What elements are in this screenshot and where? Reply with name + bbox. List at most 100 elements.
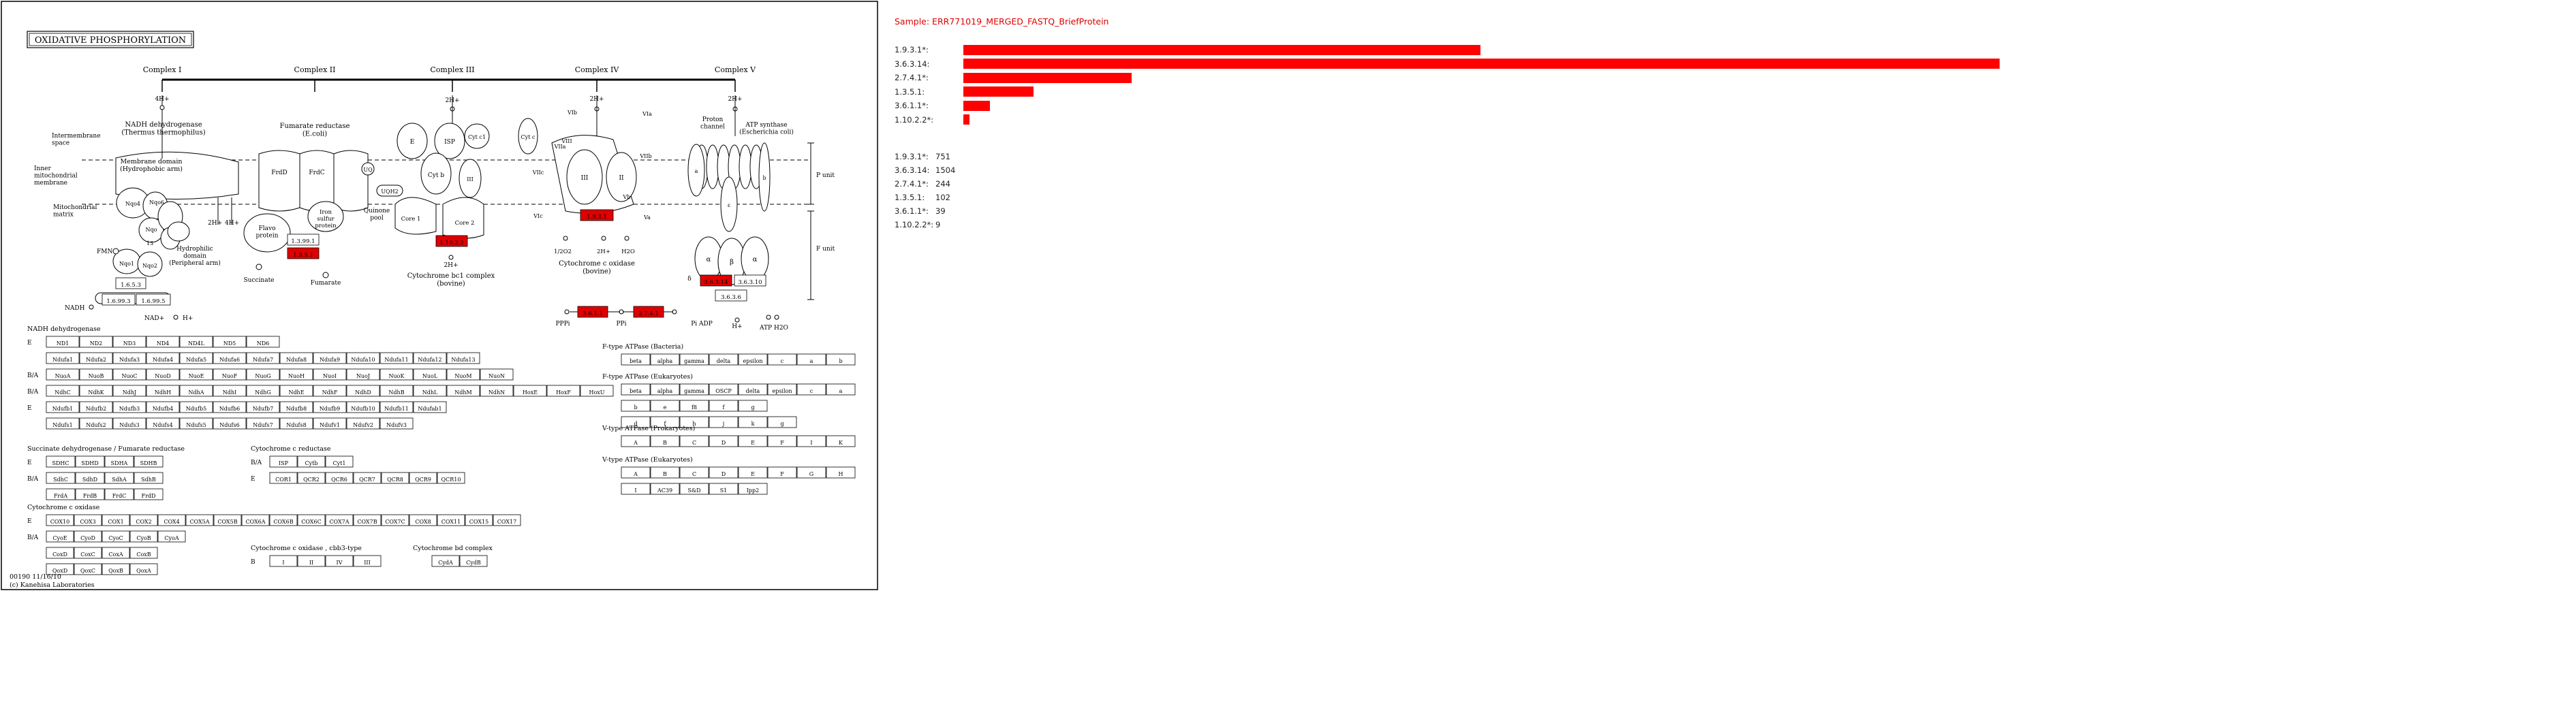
- count-value: 244: [935, 179, 950, 189]
- core2-label: Core 2: [455, 220, 475, 227]
- gene-box-label: QCR2: [303, 477, 320, 483]
- gene-box-label: NuoE: [189, 373, 204, 379]
- gene-box-label: NdhA: [188, 389, 204, 396]
- gene-box-label: FrdA: [54, 493, 67, 499]
- bar-label: 2.7.4.1*:: [895, 73, 929, 82]
- gene-box: [709, 466, 739, 479]
- gene-box: [246, 336, 280, 348]
- ec-box-label: 3.6.3.10: [738, 279, 762, 286]
- complex2-name: (E.coli): [302, 131, 327, 138]
- gene-box-label: Ndufb11: [384, 406, 409, 412]
- gene-box-label: AC39: [657, 487, 672, 494]
- gene-box: [796, 435, 826, 447]
- bar: [963, 44, 1481, 55]
- atp-synthase-name: (Escherichia coli): [739, 129, 794, 136]
- ec-box: [700, 274, 732, 287]
- gene-box: [246, 368, 280, 381]
- gene-box-label: Ndufs5: [186, 422, 206, 428]
- gene-box: [826, 383, 856, 396]
- gene-box-label: II: [309, 560, 313, 566]
- gene-box: [46, 417, 80, 430]
- ec-box: [115, 277, 146, 289]
- ec-box-label: 1.3.5.1: [293, 252, 313, 259]
- bar-row: 1.3.5.1:: [895, 86, 1034, 98]
- gene-box: [297, 514, 326, 526]
- gene-box-label: Ndufs3: [119, 422, 139, 428]
- gene-box-label: QCR9: [415, 477, 431, 483]
- gene-box-label: Ndufa5: [186, 357, 206, 363]
- bar-label: 1.10.2.2*:: [895, 114, 934, 125]
- gene-box-label: S&D: [687, 487, 700, 494]
- gene-table-title: Cytochrome bd complex: [413, 545, 493, 552]
- map-title-frame: [27, 31, 194, 48]
- ec-box-label: 1.10.2.2: [439, 240, 463, 246]
- gene-box-label: E: [751, 471, 755, 477]
- gene-box-label: COX7B: [357, 519, 377, 525]
- core2-subunit: [442, 197, 484, 239]
- gene-table-title: Cytochrome c reductase: [251, 445, 331, 453]
- gene-box: [157, 514, 186, 526]
- ec-box: [734, 274, 766, 287]
- intermembrane-label: space: [52, 140, 69, 147]
- proton-label: 4H+: [155, 96, 169, 103]
- gene-box: [650, 416, 680, 428]
- count-value: 39: [935, 206, 946, 216]
- gene-box-label: NuoJ: [356, 373, 370, 379]
- gene-box-label: Ndufa4: [153, 357, 173, 363]
- count-key: 3.6.3.14:: [895, 165, 930, 175]
- metabolite-dot: [173, 315, 179, 320]
- gene-box-label: Ndufa2: [86, 357, 106, 363]
- gene-box: [75, 455, 105, 468]
- gene-box: [74, 563, 102, 575]
- gene-box-label: COX17: [497, 519, 516, 525]
- subunit-label: ε: [728, 202, 730, 208]
- proton-channel-label: Proton: [702, 116, 724, 123]
- gene-box-label: CoxB: [136, 551, 151, 558]
- matrix-label: matrix: [53, 212, 74, 219]
- gene-box-label: FrdD: [142, 493, 156, 499]
- gene-box: [297, 455, 326, 468]
- gene-box-label: NdhM: [454, 389, 471, 396]
- gene-box-label: I: [282, 560, 284, 566]
- gene-box: [679, 400, 709, 412]
- gene-box-label: Ndufa8: [286, 357, 307, 363]
- gene-box: [796, 466, 826, 479]
- gene-box: [493, 514, 521, 526]
- gene-box: [129, 563, 158, 575]
- gene-box: [134, 455, 164, 468]
- gene-box: [112, 417, 146, 430]
- core1-subunit: [394, 197, 437, 235]
- subunit-label: FrdD: [271, 170, 288, 176]
- gene-box: [279, 417, 313, 430]
- ec-box-label: 3.6.1.1: [583, 310, 603, 317]
- bar-label: 3.6.3.14:: [895, 59, 930, 69]
- gene-box: [246, 385, 280, 397]
- gene-box: [74, 514, 102, 526]
- ec-box: [287, 247, 320, 259]
- gene-box-label: G: [809, 471, 813, 477]
- cytb-subunit: [420, 153, 452, 195]
- gene-box: [409, 514, 437, 526]
- gene-box-label: epsilon: [743, 358, 762, 364]
- gene-box-label: A: [633, 440, 638, 446]
- gene-box-label: NdhB: [388, 389, 404, 396]
- gene-box-label: S1: [720, 487, 728, 494]
- gene-box-label: NdhE: [288, 389, 304, 396]
- cytc-subunit: [518, 118, 538, 155]
- bar-row: 3.6.3.14:: [895, 58, 2000, 70]
- gene-box-label: QoxB: [108, 568, 123, 574]
- gene-box-label: Ndufb5: [186, 406, 206, 412]
- cox-sub-label: VIb: [567, 110, 577, 116]
- gene-box-label: f8: [692, 404, 697, 411]
- gene-box-label: a: [839, 388, 843, 394]
- inner-membrane-label: Inner: [34, 165, 51, 172]
- gene-box: [546, 385, 580, 397]
- complex4-name: (bovine): [583, 268, 611, 276]
- gene-box-label: SdhC: [53, 477, 68, 483]
- gene-box-label: QoxD: [52, 568, 67, 574]
- gene-box: [679, 383, 709, 396]
- succinate-label: Succinate: [243, 277, 274, 284]
- gene-box-label: COX10: [50, 519, 69, 525]
- bar-label: 1.9.3.1*:: [895, 45, 929, 54]
- gene-box: [313, 385, 347, 397]
